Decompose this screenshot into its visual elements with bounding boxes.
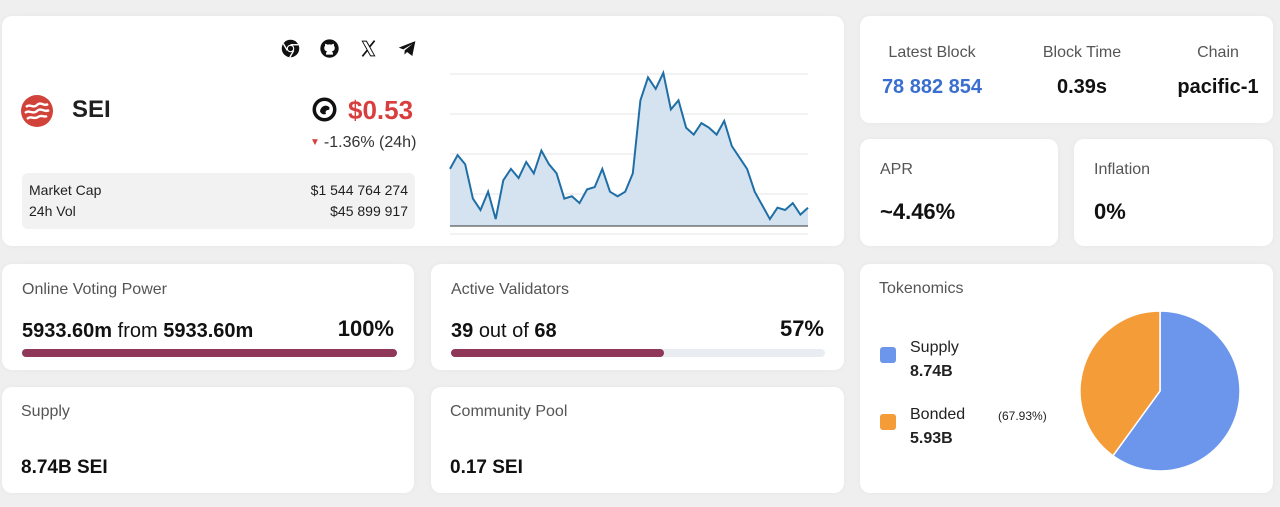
voting-power-card: Online Voting Power 5933.60m from 5933.6… [2,264,414,370]
tokenomics-title: Tokenomics [879,280,964,297]
volume-value: $45 899 917 [330,203,408,219]
voting-total: 5933.60m [163,320,254,342]
supply-card: Supply 8.74B SEI [2,387,414,493]
chain-stat: Chain pacific-1 [1170,44,1266,99]
price-chart[interactable]: 14:0018:0022:0002:0006:0010:00 [442,46,822,236]
pie-slice-supply[interactable] [1111,310,1241,472]
voting-online: 5933.60m [22,320,113,342]
voting-power-fill [22,349,397,357]
chain-value: pacific-1 [1177,76,1259,98]
sei-logo [20,94,54,128]
down-triangle-icon: ▼ [310,137,320,148]
social-links [280,38,418,59]
price-area [450,72,808,227]
volume-row: 24h Vol $45 899 917 [29,203,408,224]
voting-power-percent: 100% [337,316,394,341]
inflation-card: Inflation 0% [1074,139,1273,246]
supply-swatch [880,347,896,363]
validators-card: Active Validators 39 out of 68 57% [431,264,844,370]
market-cap-row: Market Cap $1 544 764 274 [29,182,408,203]
block-time-stat: Block Time 0.39s [1032,44,1132,99]
legend-bonded-percent: (67.93%) [998,409,1047,423]
latest-block-value[interactable]: 78 882 854 [881,76,983,98]
community-pool-value: 0.17 SEI [450,457,523,478]
voting-power-bar [22,349,397,357]
volume-label: 24h Vol [29,203,76,219]
price-change-value: -1.36% (24h) [323,134,417,151]
validators-active: 39 [451,320,474,342]
legend-supply-label: Supply [910,339,959,356]
latest-block-label: Latest Block [888,44,976,61]
network-card: Latest Block 78 882 854 Block Time 0.39s… [860,16,1273,123]
validators-bar [451,349,825,357]
apr-label: APR [880,161,913,178]
community-pool-card: Community Pool 0.17 SEI [431,387,844,493]
supply-value: 8.74B SEI [21,457,108,478]
coin-icon [312,97,337,122]
tokenomics-pie[interactable] [1078,309,1242,473]
legend-supply-value: 8.74B [910,363,953,380]
x-icon[interactable] [358,38,379,59]
bonded-swatch [880,414,896,430]
token-price: $0.53 [348,95,414,125]
voting-power-label: Online Voting Power [22,281,167,298]
block-time-label: Block Time [1042,44,1122,61]
validators-text: 39 out of 68 [451,320,557,343]
validators-label: Active Validators [451,281,569,298]
market-cap-label: Market Cap [29,182,102,198]
inflation-value: 0% [1094,199,1126,224]
tokenomics-card: Tokenomics Supply 8.74B Bonded (67.93%) … [860,264,1273,493]
legend-bonded-value: 5.93B [910,430,953,447]
supply-label: Supply [21,403,70,420]
chrome-icon[interactable] [280,38,301,59]
block-time-value: 0.39s [1056,76,1108,98]
apr-value: ~4.46% [880,199,956,224]
inflation-label: Inflation [1094,161,1151,178]
token-card: SEI $0.53 ▼ -1.36% (24h) Market Cap $1 54… [2,16,844,246]
validators-total: 68 [534,320,557,342]
market-cap-value: $1 544 764 274 [310,182,408,198]
voting-from: from [117,320,158,342]
validators-fill [451,349,665,357]
github-icon[interactable] [319,38,340,59]
validators-outof: out of [478,320,529,342]
market-stats-box: Market Cap $1 544 764 274 24h Vol $45 89… [22,173,415,229]
chain-label: Chain [1197,44,1239,61]
validators-percent: 57% [779,316,824,341]
telegram-icon[interactable] [397,38,418,59]
pie-slice-bonded[interactable] [1079,310,1161,457]
price-change: ▼ -1.36% (24h) [310,134,416,152]
price-line [449,69,809,222]
token-name: SEI [72,96,111,123]
apr-card: APR ~4.46% [860,139,1058,246]
legend-bonded-label: Bonded [910,406,966,423]
latest-block-stat: Latest Block 78 882 854 [878,44,986,99]
voting-power-text: 5933.60m from 5933.60m [22,320,253,343]
community-pool-label: Community Pool [450,403,568,420]
